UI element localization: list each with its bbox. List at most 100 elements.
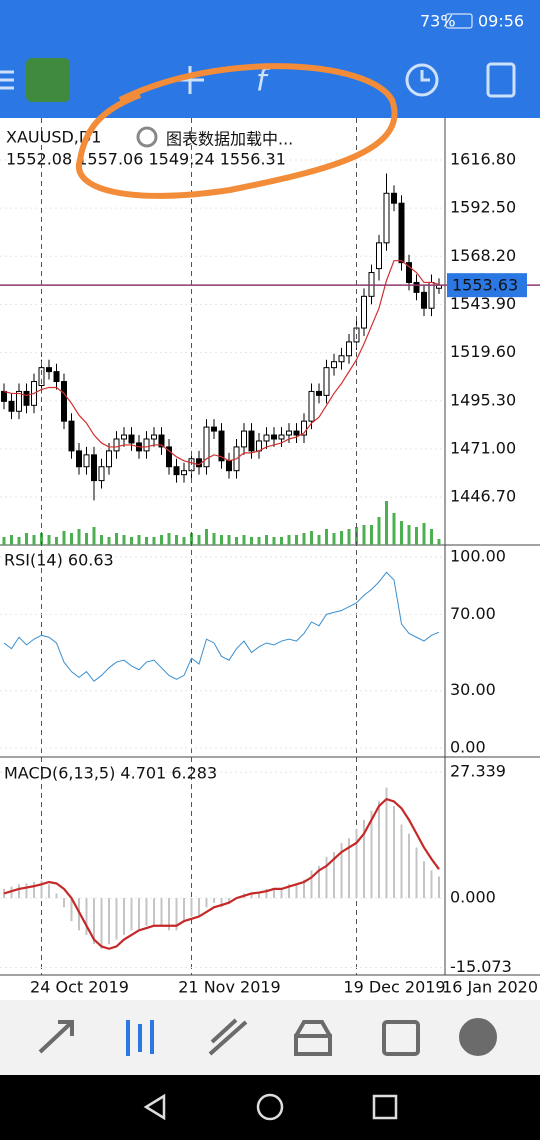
- candle-body: [76, 450, 82, 468]
- volume-bar: [287, 535, 291, 545]
- y-tick-label: 1616.80: [450, 150, 516, 169]
- macd-bar: [325, 856, 328, 899]
- macd-bar: [18, 884, 20, 899]
- candle-body: [391, 192, 397, 204]
- candle-body: [106, 450, 112, 468]
- macd-bar: [48, 884, 50, 899]
- candle-body: [46, 367, 52, 373]
- y-tick-label: -15.073: [450, 957, 512, 976]
- nav-chat[interactable]: [459, 1018, 497, 1056]
- nav-news[interactable]: [382, 1020, 420, 1056]
- price-box: [447, 273, 527, 298]
- ohlc: 1552.08 1557.06 1549.24 1556.31: [6, 150, 286, 169]
- macd-bar: [430, 870, 433, 899]
- volume-bar: [70, 533, 73, 545]
- home[interactable]: [256, 1093, 284, 1121]
- macd-bar: [378, 801, 380, 899]
- volume-bar: [257, 537, 261, 545]
- nav-chart[interactable]: [126, 1020, 154, 1056]
- volume-bar: [370, 525, 373, 545]
- candle-body: [383, 192, 390, 244]
- volume-bar: [55, 537, 58, 545]
- candle-body: [61, 381, 67, 422]
- y-tick-label: 1446.70: [450, 487, 516, 506]
- candle-body: [278, 434, 285, 440]
- candle-body: [218, 430, 225, 462]
- candle-body: [8, 400, 15, 412]
- candle-body: [158, 434, 165, 448]
- macd-bar: [85, 898, 88, 935]
- loading: 图表数据加载中...: [166, 130, 293, 149]
- macd-bar: [213, 898, 215, 903]
- candle-body: [181, 470, 187, 476]
- candle-body: [166, 446, 172, 468]
- back[interactable]: [143, 1093, 166, 1121]
- volume-bar: [295, 535, 298, 545]
- candle-body: [53, 371, 60, 383]
- candle-body: [398, 202, 405, 264]
- volume-bar: [272, 537, 276, 545]
- volume-bar: [152, 537, 156, 545]
- system-buttons: [143, 1093, 398, 1121]
- candle-body: [83, 454, 90, 468]
- candle-body: [23, 390, 30, 406]
- nav-quotes[interactable]: [38, 1020, 74, 1054]
- clock: 09:56: [478, 12, 524, 31]
- volume-bar: [227, 535, 231, 545]
- macd-bar: [280, 888, 283, 899]
- pane-title: MACD(6,13,5) 4.701 6.283: [4, 764, 217, 783]
- nav-trade[interactable]: [208, 1018, 248, 1056]
- candle-body: [316, 390, 322, 396]
- battery: 73%: [420, 12, 456, 31]
- candle-body: [301, 420, 307, 436]
- y-tick-label: 1495.30: [450, 390, 516, 409]
- volume-bar: [77, 529, 81, 545]
- volume-bar: [25, 533, 28, 545]
- x-tick-label: 24 Oct 2019: [30, 978, 129, 997]
- macd-bar: [250, 893, 253, 899]
- macd-bar: [100, 898, 103, 949]
- volume-bar: [415, 527, 418, 545]
- volume-bar: [17, 537, 21, 545]
- macd-bar: [10, 886, 13, 899]
- volume-bar: [377, 517, 381, 545]
- macd-bar: [55, 893, 58, 899]
- volume-bar: [430, 529, 433, 545]
- macd-bar: [265, 888, 268, 899]
- volume-bar: [422, 523, 426, 545]
- price-label: 1553.63: [452, 276, 518, 295]
- macd-bar: [393, 806, 395, 899]
- new-order[interactable]: [486, 62, 516, 98]
- recents[interactable]: [372, 1094, 398, 1120]
- candle-body: [98, 466, 105, 482]
- macd-bar: [415, 847, 418, 899]
- macd-bar: [25, 883, 28, 899]
- app-icon[interactable]: [26, 58, 70, 102]
- candle-body: [211, 426, 217, 432]
- macd-bar: [93, 898, 95, 945]
- moving-average: [3, 260, 440, 466]
- volume-bar: [197, 535, 201, 545]
- volume-bar: [130, 537, 133, 545]
- candle-body: [241, 430, 247, 448]
- volume-bar: [392, 513, 396, 545]
- volume-bar: [92, 527, 96, 545]
- volume-bar: [145, 537, 148, 545]
- nav-history[interactable]: [294, 1020, 332, 1056]
- volume-bar: [362, 525, 366, 545]
- battery-icon: [445, 13, 473, 29]
- macd-bar: [33, 881, 35, 899]
- macd-bar: [273, 888, 275, 899]
- timeframe[interactable]: [405, 63, 439, 97]
- y-tick-label: 1519.60: [450, 342, 516, 361]
- macd-bar: [108, 898, 110, 945]
- macd-bar: [70, 898, 73, 922]
- candle-body: [406, 262, 412, 283]
- pane-title: RSI(14) 60.63: [4, 551, 114, 570]
- x-tick-label: 16 Jan 2020: [442, 978, 538, 997]
- volume-bar: [40, 533, 43, 545]
- candle-body: [16, 390, 22, 412]
- macd-bar: [228, 898, 230, 903]
- macd-bar: [355, 829, 358, 899]
- candle-body: [151, 434, 157, 440]
